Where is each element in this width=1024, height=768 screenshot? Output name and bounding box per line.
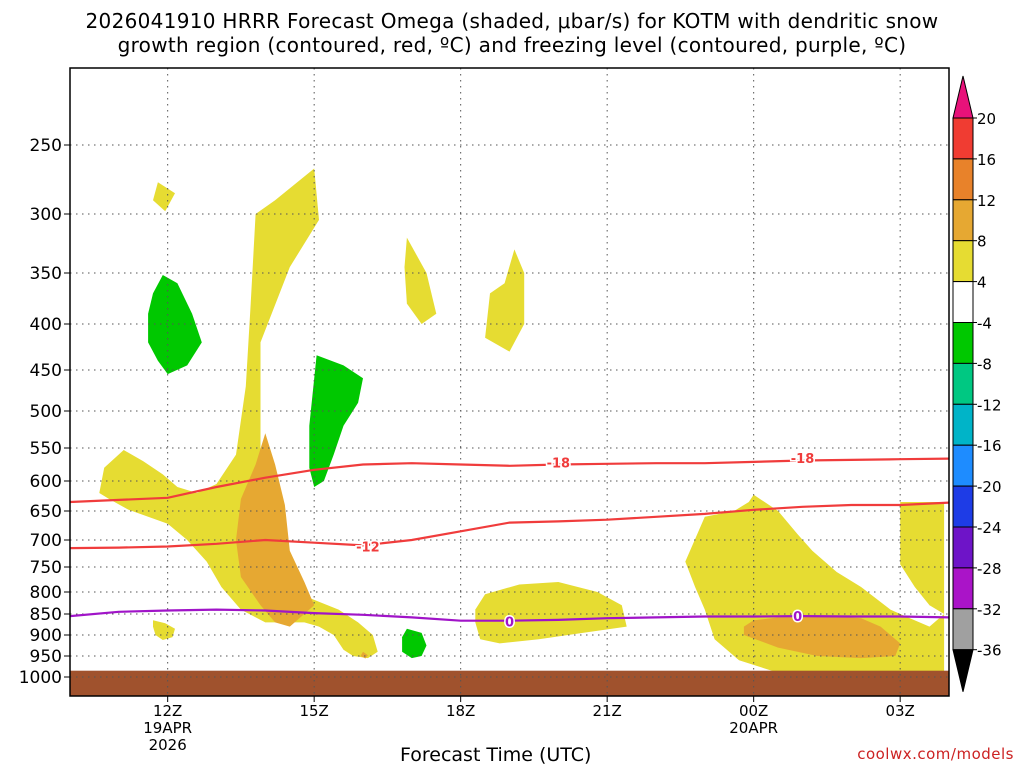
contour-label-2-0: 0: [505, 616, 514, 631]
omega-region-2: [336, 622, 349, 640]
omega-region-10: [743, 616, 901, 659]
omega-region-4: [404, 237, 437, 324]
y-axis: 2503003504004505005506006507007508008509…: [19, 136, 70, 688]
x-tick-label-03Z: 03Z: [885, 702, 914, 720]
colorbar-cap-bottom: [952, 649, 974, 692]
y-tick-label-250: 250: [30, 136, 62, 156]
contour-label-1-0: -12: [356, 540, 380, 555]
x-tick-label-18Z: 18Z: [446, 702, 475, 720]
x-tick-label-00Z: 00Z: [739, 702, 768, 720]
colorbar-label-1: 16: [977, 151, 996, 169]
x-tick-label-15Z: 15Z: [299, 702, 328, 720]
colorbar-label-9: -20: [977, 478, 1002, 496]
x-axis-label: Forecast Time (UTC): [400, 744, 592, 766]
colorbar-label-11: -28: [977, 560, 1002, 578]
omega-region-11: [360, 651, 368, 659]
y-tick-label-1000: 1000: [19, 668, 62, 688]
y-tick-label-600: 600: [30, 472, 62, 492]
colorbar-bin-6: [952, 322, 974, 364]
colorbar-cap-top: [952, 75, 974, 119]
contour-label-2-1: 0: [793, 610, 802, 625]
colorbar-label-6: -8: [977, 355, 992, 373]
y-tick-label-800: 800: [30, 583, 62, 603]
y-tick-label-500: 500: [30, 402, 62, 422]
contour-label-0-0: -18: [547, 457, 571, 472]
colorbar-bin-5: [952, 281, 974, 324]
colorbar-bin-1: [952, 117, 974, 160]
omega-region-14: [402, 628, 427, 659]
colorbar-bin-2: [952, 158, 974, 201]
colorbar-label-7: -12: [977, 396, 1002, 414]
x-tick-year-12Z: 2026: [149, 736, 187, 754]
contour-label-0-1: -18: [791, 452, 815, 467]
y-tick-label-300: 300: [30, 205, 62, 225]
y-tick-label-900: 900: [30, 626, 62, 646]
colorbar-bin-3: [952, 199, 974, 242]
terrain-layer: [70, 670, 949, 696]
colorbar-bin-8: [952, 403, 974, 446]
colorbar-label-4: 4: [977, 274, 987, 292]
colorbar-label-8: -16: [977, 437, 1002, 455]
colorbar-label-13: -36: [977, 642, 1002, 660]
colorbar-label-3: 8: [977, 233, 987, 251]
chart-title-line2: growth region (contoured, red, ºC) and f…: [117, 33, 907, 57]
y-tick-label-750: 750: [30, 558, 62, 578]
colorbar-bin-12: [952, 567, 974, 610]
y-tick-label-450: 450: [30, 361, 62, 381]
colorbar-bin-11: [952, 526, 974, 569]
colorbar-label-2: 12: [977, 192, 996, 210]
omega-region-5: [485, 249, 525, 352]
colorbar-label-10: -24: [977, 519, 1002, 537]
colorbar-bin-7: [952, 362, 974, 405]
omega-shading-layer: [99, 168, 945, 677]
y-tick-label-400: 400: [30, 315, 62, 335]
colorbar-bin-13: [952, 608, 974, 651]
x-tick-date-00Z: 20APR: [729, 719, 778, 737]
colorbar-bin-9: [952, 444, 974, 487]
omega-region-13: [309, 355, 363, 487]
colorbar-bin-4: [952, 240, 974, 283]
y-tick-label-350: 350: [30, 264, 62, 284]
gridlines: [70, 68, 949, 696]
chart-title-line1: 2026041910 HRRR Forecast Omega (shaded, …: [85, 9, 939, 33]
contour-line-2: [70, 608, 949, 622]
omega-region-6: [475, 582, 627, 644]
colorbar: 20 16 12 8 4 -4 -8 -12 -16 -20 -24 -28 -32 -36: [952, 75, 1002, 692]
y-tick-label-550: 550: [30, 439, 62, 459]
omega-region-0: [153, 182, 175, 212]
colorbar-label-0: 20: [977, 110, 996, 128]
omega-region-1: [99, 168, 378, 659]
terrain-fill: [70, 670, 949, 696]
x-tick-label-21Z: 21Z: [592, 702, 621, 720]
contour-line-0: [70, 457, 949, 504]
x-tick-date-12Z: 19APR: [143, 719, 192, 737]
y-tick-label-650: 650: [30, 502, 62, 522]
y-tick-label-950: 950: [30, 647, 62, 667]
omega-region-12: [148, 275, 202, 375]
y-tick-label-700: 700: [30, 531, 62, 551]
contour-layer: -18 -18 -12 0 0: [70, 450, 949, 632]
omega-region-3: [153, 620, 175, 640]
omega-region-8: [900, 502, 945, 614]
credit-link[interactable]: coolwx.com/models: [857, 745, 1014, 763]
x-tick-label-12Z: 12Z: [153, 702, 182, 720]
colorbar-bin-10: [952, 485, 974, 528]
colorbar-label-5: -4: [977, 315, 992, 333]
contour-line-1: [70, 501, 949, 550]
omega-region-9: [236, 433, 315, 627]
y-tick-label-850: 850: [30, 605, 62, 625]
colorbar-label-12: -32: [977, 601, 1002, 619]
plot-frame: [69, 67, 950, 697]
